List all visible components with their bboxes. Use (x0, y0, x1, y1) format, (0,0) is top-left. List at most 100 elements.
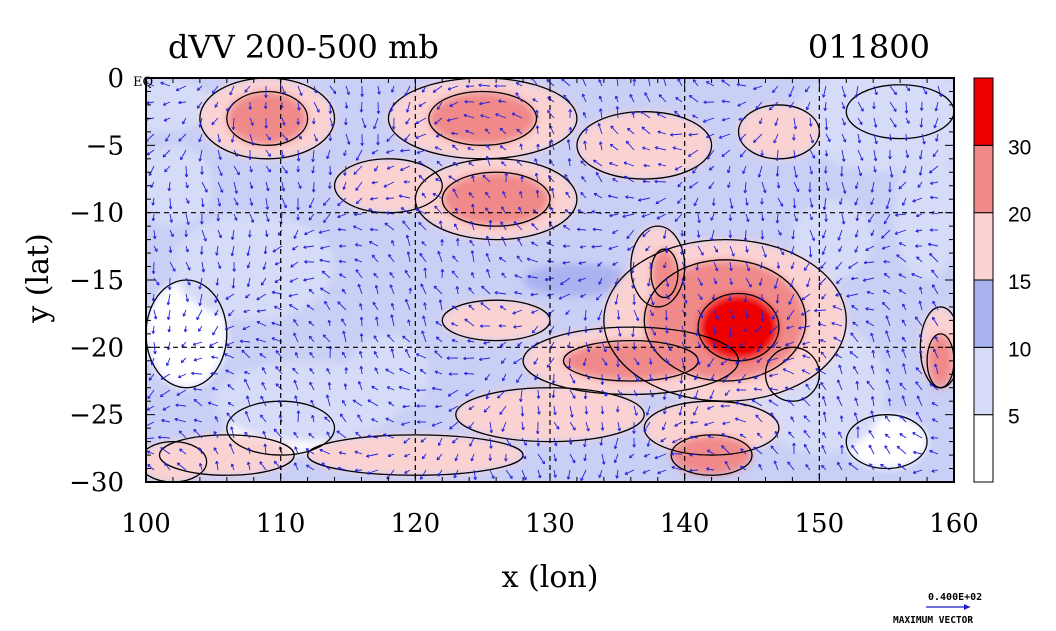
wind-vector (744, 325, 747, 333)
wind-vector (801, 293, 811, 301)
wind-vector (209, 341, 219, 347)
wind-vector-head (533, 361, 537, 365)
wind-vector-head (699, 296, 703, 301)
wind-vector-head (290, 264, 294, 268)
wind-vector (231, 245, 235, 257)
wind-vector-head (756, 359, 761, 363)
wind-vector-head (531, 241, 535, 245)
wind-vector-head (675, 97, 679, 101)
wind-vector (290, 261, 299, 268)
wind-vector-head (296, 217, 300, 221)
wind-vector-head (308, 217, 313, 221)
wind-vector (391, 303, 395, 311)
wind-vector (547, 96, 555, 103)
wind-vector (663, 229, 667, 239)
wind-vector-head (164, 462, 168, 467)
wind-vector-head (501, 161, 505, 165)
wind-vector (160, 389, 171, 397)
wind-vector-head (478, 357, 483, 362)
wind-vector (854, 412, 859, 423)
wind-vector-head (600, 411, 605, 415)
wind-vector (744, 229, 747, 241)
vector-legend: 0.400E+02 MAXIMUM VECTOR (893, 592, 982, 626)
wind-vector-head (713, 280, 718, 285)
wind-vector-head (239, 339, 243, 344)
wind-vector-head (598, 141, 603, 145)
wind-vector (745, 277, 752, 288)
wind-vector-head (597, 317, 601, 321)
wind-vector (514, 274, 523, 279)
wind-vector (888, 398, 891, 407)
wind-vector (406, 101, 411, 113)
wind-vector (820, 339, 827, 343)
wind-vector-head (901, 336, 906, 341)
wind-vector-head (535, 189, 540, 194)
wind-vector-head (721, 433, 725, 437)
wind-vector (919, 149, 923, 160)
wind-vector (152, 197, 155, 206)
wind-vector-head (598, 474, 602, 478)
wind-vector (198, 447, 203, 455)
wind-vector (293, 379, 299, 391)
wind-vector (804, 85, 811, 93)
wind-vector (265, 133, 271, 141)
wind-vector (185, 261, 191, 271)
wind-vector (169, 213, 173, 223)
wind-vector (342, 351, 347, 359)
wind-vector (889, 85, 897, 95)
wind-vector (897, 463, 907, 471)
wind-vector-head (366, 454, 370, 458)
wind-vector-head (614, 301, 619, 305)
wind-vector (755, 101, 763, 110)
wind-vector (857, 165, 862, 177)
wind-vector (464, 372, 475, 375)
wind-vector-head (178, 430, 183, 434)
wind-vector-head (870, 365, 875, 369)
wind-vector-head (469, 239, 473, 244)
wind-vector (713, 245, 718, 253)
wind-vector-head (689, 185, 693, 189)
wind-vector (534, 158, 539, 167)
wind-vector-head (679, 380, 684, 384)
wind-vector (711, 373, 715, 381)
wind-vector-head (451, 440, 456, 444)
wind-vector (281, 117, 286, 126)
wind-vector (884, 445, 891, 455)
wind-vector-head (721, 445, 725, 449)
wind-vector-head (932, 284, 936, 288)
wind-vector (196, 85, 203, 91)
wind-vector (724, 389, 731, 396)
wind-vector (790, 245, 795, 255)
wind-vector (389, 284, 395, 295)
wind-vector (375, 285, 379, 295)
wind-vector-head (617, 377, 621, 381)
wind-vector-head (303, 278, 307, 282)
wind-vector (674, 110, 683, 119)
wind-vector (787, 461, 795, 471)
wind-vector-head (271, 290, 276, 295)
wind-vector (681, 357, 685, 369)
wind-vector-head (902, 303, 906, 307)
x-tick-label: 140 (660, 509, 710, 539)
wind-vector-head (531, 329, 536, 334)
wind-vector (211, 117, 219, 126)
wind-vector-head (185, 249, 189, 253)
wind-vector-head (294, 352, 299, 356)
wind-vector-head (303, 245, 307, 249)
wind-vector (406, 234, 411, 247)
wind-vector (625, 196, 635, 199)
wind-vector-head (866, 290, 870, 295)
wind-vector-head (622, 214, 626, 218)
wind-vector (782, 357, 795, 362)
wind-vector (386, 212, 395, 215)
wind-vector-head (613, 445, 618, 450)
wind-vector-head (521, 426, 525, 431)
wind-vector (722, 421, 731, 425)
wind-vector (227, 402, 235, 407)
wind-vector-head (339, 244, 343, 248)
wind-vector (146, 421, 155, 427)
wind-vector-head (710, 217, 714, 221)
wind-vector (531, 241, 539, 247)
wind-vector (745, 213, 749, 222)
wind-vector-head (245, 294, 249, 299)
